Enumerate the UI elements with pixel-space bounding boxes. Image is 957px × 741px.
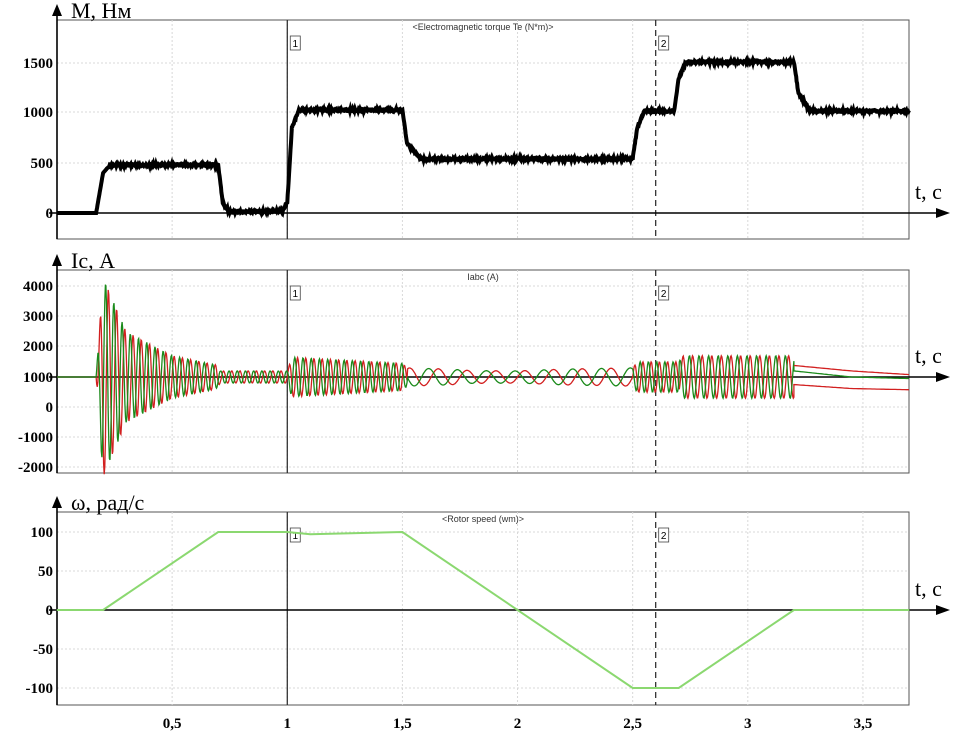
y-tick-label: 100: [31, 525, 54, 541]
plot-frame: [57, 20, 909, 239]
x-axis-label: t, c: [915, 576, 942, 601]
data-point: [908, 609, 909, 610]
y-tick-label: 4000: [23, 279, 53, 295]
y-tick-label: 0: [46, 400, 54, 416]
x-tick-label: 1,5: [393, 716, 412, 732]
data-point: [287, 531, 288, 532]
data-point: [793, 609, 794, 610]
data-point: [402, 531, 403, 532]
y-axis-label: Iс, A: [71, 248, 115, 273]
y-tick-label: -50: [33, 642, 53, 658]
x-axis-arrow: [936, 208, 950, 218]
speed-panel: 1 2 <Rotor speed (wm)> ω, рад/с t, c 100 50 0 -5…: [26, 490, 951, 732]
y-tick-label: 3000: [23, 309, 53, 325]
panel-title: Iabc (A): [467, 272, 499, 282]
marker-label-2: 2: [661, 39, 667, 50]
plot-frame: [57, 512, 909, 705]
y-tick-label: 1500: [23, 56, 53, 72]
y-tick-label: 0: [46, 206, 54, 222]
panel-title: <Rotor speed (wm)>: [442, 514, 524, 524]
y-axis-label: M, Нм: [71, 0, 131, 23]
data-point: [310, 534, 311, 535]
x-tick-label: 2: [514, 716, 522, 732]
x-axis-label: t, c: [915, 343, 942, 368]
x-axis-arrow: [936, 372, 950, 382]
data-point: [102, 609, 103, 610]
x-axis-label: t, c: [915, 179, 942, 204]
marker-label-1: 1: [292, 39, 298, 50]
x-axis-arrow: [936, 605, 950, 615]
panel-title: <Electromagnetic torque Te (N*m)>: [413, 22, 554, 32]
marker-label-1: 1: [292, 289, 298, 300]
y-tick-label: 1000: [23, 370, 53, 386]
marker-label-2: 2: [661, 289, 667, 300]
data-point: [218, 531, 219, 532]
y-axis-arrow: [52, 254, 62, 266]
y-tick-label: 2000: [23, 339, 53, 355]
y-tick-label: -2000: [18, 460, 53, 476]
y-tick-label: 1000: [23, 105, 53, 121]
y-axis-arrow: [52, 4, 62, 16]
x-tick-label: 3,5: [854, 716, 873, 732]
data-point: [678, 687, 679, 688]
x-tick-label: 3: [744, 716, 752, 732]
data-point: [56, 609, 57, 610]
y-tick-label: -1000: [18, 430, 53, 446]
x-tick-label: 1: [284, 716, 292, 732]
y-axis-arrow: [52, 496, 62, 508]
y-tick-label: -100: [26, 681, 54, 697]
x-tick-label: 2,5: [623, 716, 642, 732]
torque-panel: 1 2 <Electromagnetic torque Te (N*m)> M, Нм…: [23, 0, 950, 239]
y-tick-label: 50: [38, 564, 53, 580]
x-tick-label: 0,5: [163, 716, 182, 732]
marker-label-2: 2: [661, 531, 667, 542]
data-point: [632, 687, 633, 688]
y-tick-label: 0: [46, 603, 54, 619]
y-tick-label: -4000: [18, 0, 53, 4]
y-axis-label: ω, рад/с: [71, 490, 145, 515]
y-tick-label: 500: [31, 156, 54, 172]
